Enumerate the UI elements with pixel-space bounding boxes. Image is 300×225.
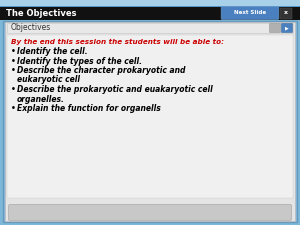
Text: Describe the prokaryotic and euakaryotic cell: Describe the prokaryotic and euakaryotic… xyxy=(17,85,213,94)
Bar xyxy=(0,6,300,7)
FancyBboxPatch shape xyxy=(269,23,281,32)
Text: Next Slide: Next Slide xyxy=(234,11,266,16)
Bar xyxy=(0,6,300,20)
Text: The Objectives: The Objectives xyxy=(6,9,76,18)
Text: eukaryotic cell: eukaryotic cell xyxy=(17,76,80,85)
Text: Describe the character prokaryotic and: Describe the character prokaryotic and xyxy=(17,66,185,75)
FancyBboxPatch shape xyxy=(221,7,279,19)
Text: Explain the function for organells: Explain the function for organells xyxy=(17,104,161,113)
Text: •: • xyxy=(11,66,16,75)
Text: Identify the cell.: Identify the cell. xyxy=(17,47,88,56)
Text: Objectives: Objectives xyxy=(11,23,51,32)
Bar xyxy=(7,23,293,33)
Bar xyxy=(7,35,293,198)
Text: •: • xyxy=(11,56,16,65)
Bar xyxy=(280,7,292,18)
Bar xyxy=(0,0,300,6)
Text: •: • xyxy=(11,104,16,113)
Text: By the end this session the students will be able to:: By the end this session the students wil… xyxy=(11,39,224,45)
Text: x: x xyxy=(284,11,288,16)
FancyBboxPatch shape xyxy=(8,205,292,220)
Text: Identify the types of the cell.: Identify the types of the cell. xyxy=(17,56,142,65)
FancyBboxPatch shape xyxy=(281,23,292,32)
Bar xyxy=(5,22,295,221)
Bar xyxy=(3,21,297,222)
Text: ▶: ▶ xyxy=(285,25,289,31)
Text: •: • xyxy=(11,85,16,94)
Text: organelles.: organelles. xyxy=(17,94,65,104)
Text: •: • xyxy=(11,47,16,56)
